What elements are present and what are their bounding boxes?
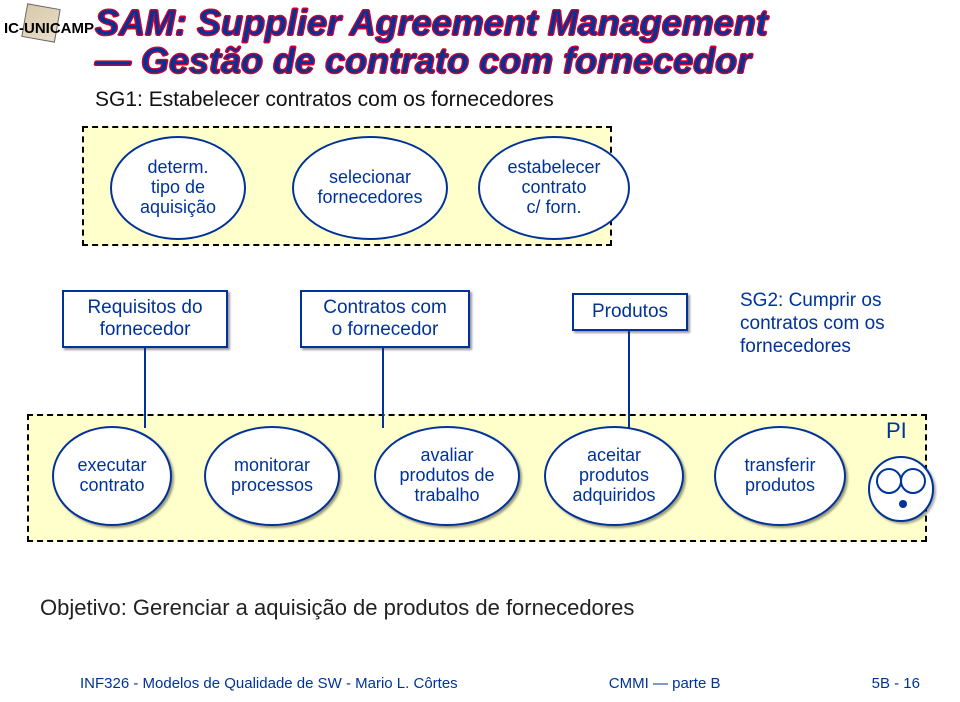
sg1-bubble-estabelecer: estabelecercontratoc/ forn. bbox=[478, 136, 630, 240]
connector-0 bbox=[144, 348, 146, 428]
connector-2 bbox=[628, 331, 630, 428]
page-title: SAM: Supplier Agreement Management — Ges… bbox=[95, 4, 950, 80]
footer-right: 5B - 16 bbox=[872, 675, 920, 692]
objective-text: Objetivo: Gerenciar a aquisição de produ… bbox=[40, 595, 634, 621]
pi-label: PI bbox=[886, 418, 907, 444]
sg2-label: SG2: Cumprir os contratos com os fornece… bbox=[740, 290, 940, 358]
sg2-bubble-executar: executarcontrato bbox=[52, 426, 172, 526]
rect-produtos: Produtos bbox=[572, 293, 688, 331]
footer-left: INF326 - Modelos de Qualidade de SW - Ma… bbox=[80, 675, 458, 692]
sg2-bubble-monitorar: monitorarprocessos bbox=[204, 426, 340, 526]
sg2-bubble-transferir: transferirprodutos bbox=[714, 426, 846, 526]
rect-contr-forn: Contratos como fornecedor bbox=[300, 290, 470, 348]
sg2-bubble-avaliar: avaliarprodutos detrabalho bbox=[374, 426, 520, 526]
sg1-bubble-determ: determ.tipo deaquisição bbox=[110, 136, 246, 240]
pi-symbol bbox=[868, 456, 934, 522]
footer-bar: INF326 - Modelos de Qualidade de SW - Ma… bbox=[80, 675, 920, 692]
sg2-bubble-aceitar: aceitarprodutosadquiridos bbox=[544, 426, 684, 526]
footer-center: CMMI — parte B bbox=[609, 675, 721, 692]
sg1-subtitle: SG1: Estabelecer contratos com os fornec… bbox=[95, 88, 554, 112]
connector-1 bbox=[382, 348, 384, 428]
sg1-bubble-selecionar: selecionarfornecedores bbox=[292, 136, 448, 240]
rect-req-forn: Requisitos dofornecedor bbox=[62, 290, 228, 348]
title-line-2: — Gestão de contrato com fornecedor bbox=[95, 42, 950, 80]
title-line-1: SAM: Supplier Agreement Management bbox=[95, 4, 950, 42]
page-org-label: IC-UNICAMP bbox=[4, 20, 94, 37]
